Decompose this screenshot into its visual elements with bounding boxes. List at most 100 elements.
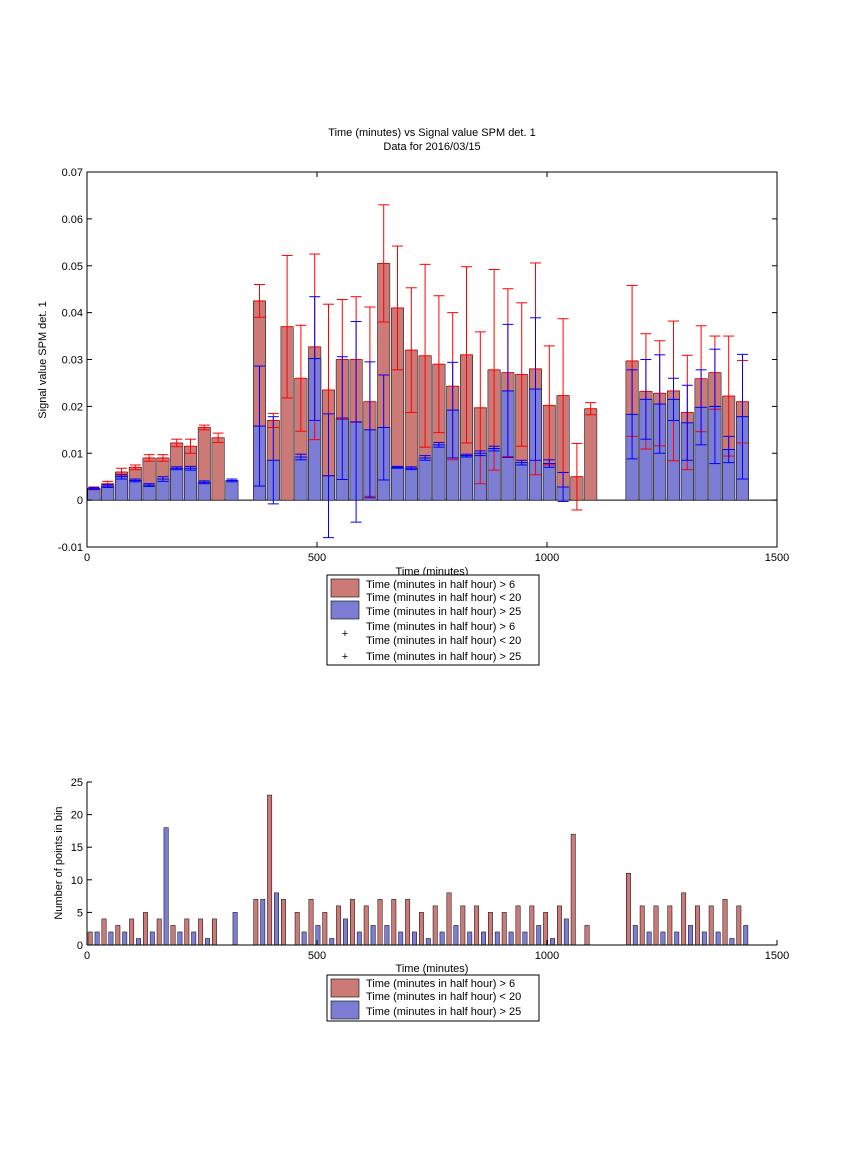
top-blue-error-bar xyxy=(447,361,459,459)
bottom-red-bar xyxy=(736,905,742,946)
bottom-red-bar xyxy=(294,912,300,946)
top-legend-red-plus-marker: + xyxy=(342,628,348,640)
bottom-blue-bar xyxy=(715,931,721,946)
bottom-blue-bar xyxy=(301,931,307,946)
top-chart: Time (minutes) vs Signal value SPM det. … xyxy=(37,127,789,666)
top-blue-error-bar xyxy=(392,465,403,469)
top-y-tick-label: -0.01 xyxy=(58,542,83,554)
bottom-red-bar xyxy=(129,918,135,946)
bottom-x-tick-label: 1000 xyxy=(535,950,559,962)
bottom-blue-bar xyxy=(136,938,141,946)
top-y-tick-label: 0.07 xyxy=(62,167,83,179)
bottom-x-axis-label: Time (minutes) xyxy=(396,963,469,975)
top-blue-bar xyxy=(432,444,446,501)
bottom-blue-bar xyxy=(370,925,376,946)
bottom-blue-bar xyxy=(467,931,473,946)
top-red-error-bar xyxy=(295,324,307,432)
bottom-red-bar xyxy=(708,905,714,946)
top-blue-error-bar xyxy=(309,296,321,421)
top-blue-bar xyxy=(418,457,432,501)
bottom-red-bar xyxy=(391,899,397,946)
bottom-legend-red-swatch xyxy=(330,978,360,998)
top-red-error-bar xyxy=(378,204,390,323)
bottom-blue-bar xyxy=(563,918,569,946)
top-legend-entry-6: Time (minutes in half hour) > 25 xyxy=(366,651,521,663)
bottom-red-bar xyxy=(115,925,121,946)
bottom-red-bar xyxy=(570,833,576,946)
bottom-red-bar xyxy=(253,899,259,946)
top-y-tick-label: 0.01 xyxy=(62,448,83,460)
top-blue-error-bar xyxy=(185,465,196,471)
bottom-red-bar xyxy=(722,899,728,946)
top-red-error-bar xyxy=(171,438,183,448)
top-blue-error-bar xyxy=(267,416,279,505)
bottom-red-bar xyxy=(432,905,438,946)
bottom-y-tick-label: 5 xyxy=(77,907,83,919)
bottom-blue-bar xyxy=(177,931,183,946)
top-blue-error-bar xyxy=(530,317,541,461)
top-blue-bar xyxy=(460,455,473,501)
bottom-blue-bar xyxy=(425,938,431,946)
bottom-blue-bar xyxy=(412,931,417,946)
top-blue-error-bar xyxy=(681,384,693,461)
top-blue-error-bar xyxy=(378,374,390,481)
top-blue-bar xyxy=(225,480,239,501)
bottom-blue-bar xyxy=(384,925,390,946)
top-legend-blue-plus-marker: + xyxy=(342,651,348,663)
top-red-error-bar xyxy=(461,266,472,444)
top-blue-error-bar xyxy=(709,348,721,465)
bottom-red-bar xyxy=(170,925,176,946)
bottom-blue-bar xyxy=(522,931,528,946)
bottom-red-bar xyxy=(280,899,286,946)
bottom-red-bar xyxy=(515,905,521,946)
bottom-red-bar xyxy=(501,912,507,946)
bottom-red-bar xyxy=(142,912,148,946)
top-blue-error-bar xyxy=(323,413,334,539)
bottom-red-bar xyxy=(349,899,355,946)
bottom-red-bar xyxy=(446,892,452,946)
top-legend-entry-2: Time (minutes in half hour) < 20 xyxy=(366,592,521,604)
bottom-y-tick-label: 15 xyxy=(71,842,83,854)
bottom-blue-bar xyxy=(536,925,542,946)
top-chart-title-line2: Data for 2016/03/15 xyxy=(383,141,480,153)
top-blue-error-bar xyxy=(737,353,748,480)
bottom-blue-bar xyxy=(232,912,238,946)
top-blue-error-bar xyxy=(474,450,486,457)
bottom-blue-bar xyxy=(205,938,210,946)
top-blue-error-bar xyxy=(198,480,210,485)
top-red-error-bar xyxy=(129,464,141,471)
bottom-blue-bar xyxy=(481,931,486,946)
bottom-blue-bar xyxy=(674,931,680,946)
bottom-legend-entry-1: Time (minutes in half hour) > 6 xyxy=(366,978,515,990)
top-blue-error-bar xyxy=(116,473,127,480)
top-blue-bar xyxy=(294,456,308,501)
top-blue-bar xyxy=(101,485,115,501)
bottom-blue-bar xyxy=(439,931,445,946)
bottom-legend-box xyxy=(326,974,540,1022)
bottom-red-bar xyxy=(87,931,93,946)
top-red-error-bar xyxy=(433,295,445,434)
top-red-error-bar xyxy=(585,402,597,416)
top-red-error-bar xyxy=(488,269,500,471)
top-blue-error-bar xyxy=(364,361,376,499)
bottom-blue-bar xyxy=(660,931,666,946)
top-blue-bar xyxy=(115,476,128,501)
top-blue-error-bar xyxy=(723,435,735,464)
bottom-x-tick-label: 1500 xyxy=(765,950,789,962)
top-y-tick-label: 0.05 xyxy=(62,261,83,273)
top-x-tick-label: 1000 xyxy=(535,552,559,564)
top-red-error-bar xyxy=(405,287,417,413)
bottom-blue-bar xyxy=(191,931,197,946)
top-chart-title-line1: Time (minutes) vs Signal value SPM det. … xyxy=(328,127,535,139)
top-red-bar xyxy=(211,437,225,501)
top-blue-bar xyxy=(404,468,418,501)
top-blue-bar xyxy=(542,463,556,501)
top-blue-error-bar xyxy=(405,466,417,471)
top-blue-bar xyxy=(184,468,197,501)
top-blue-bar xyxy=(197,482,211,501)
bottom-red-bar xyxy=(681,892,687,946)
bottom-x-tick-label: 0 xyxy=(84,950,90,962)
bottom-red-bar xyxy=(584,925,590,946)
bottom-blue-bar xyxy=(329,938,335,946)
bottom-red-bar xyxy=(639,905,645,946)
